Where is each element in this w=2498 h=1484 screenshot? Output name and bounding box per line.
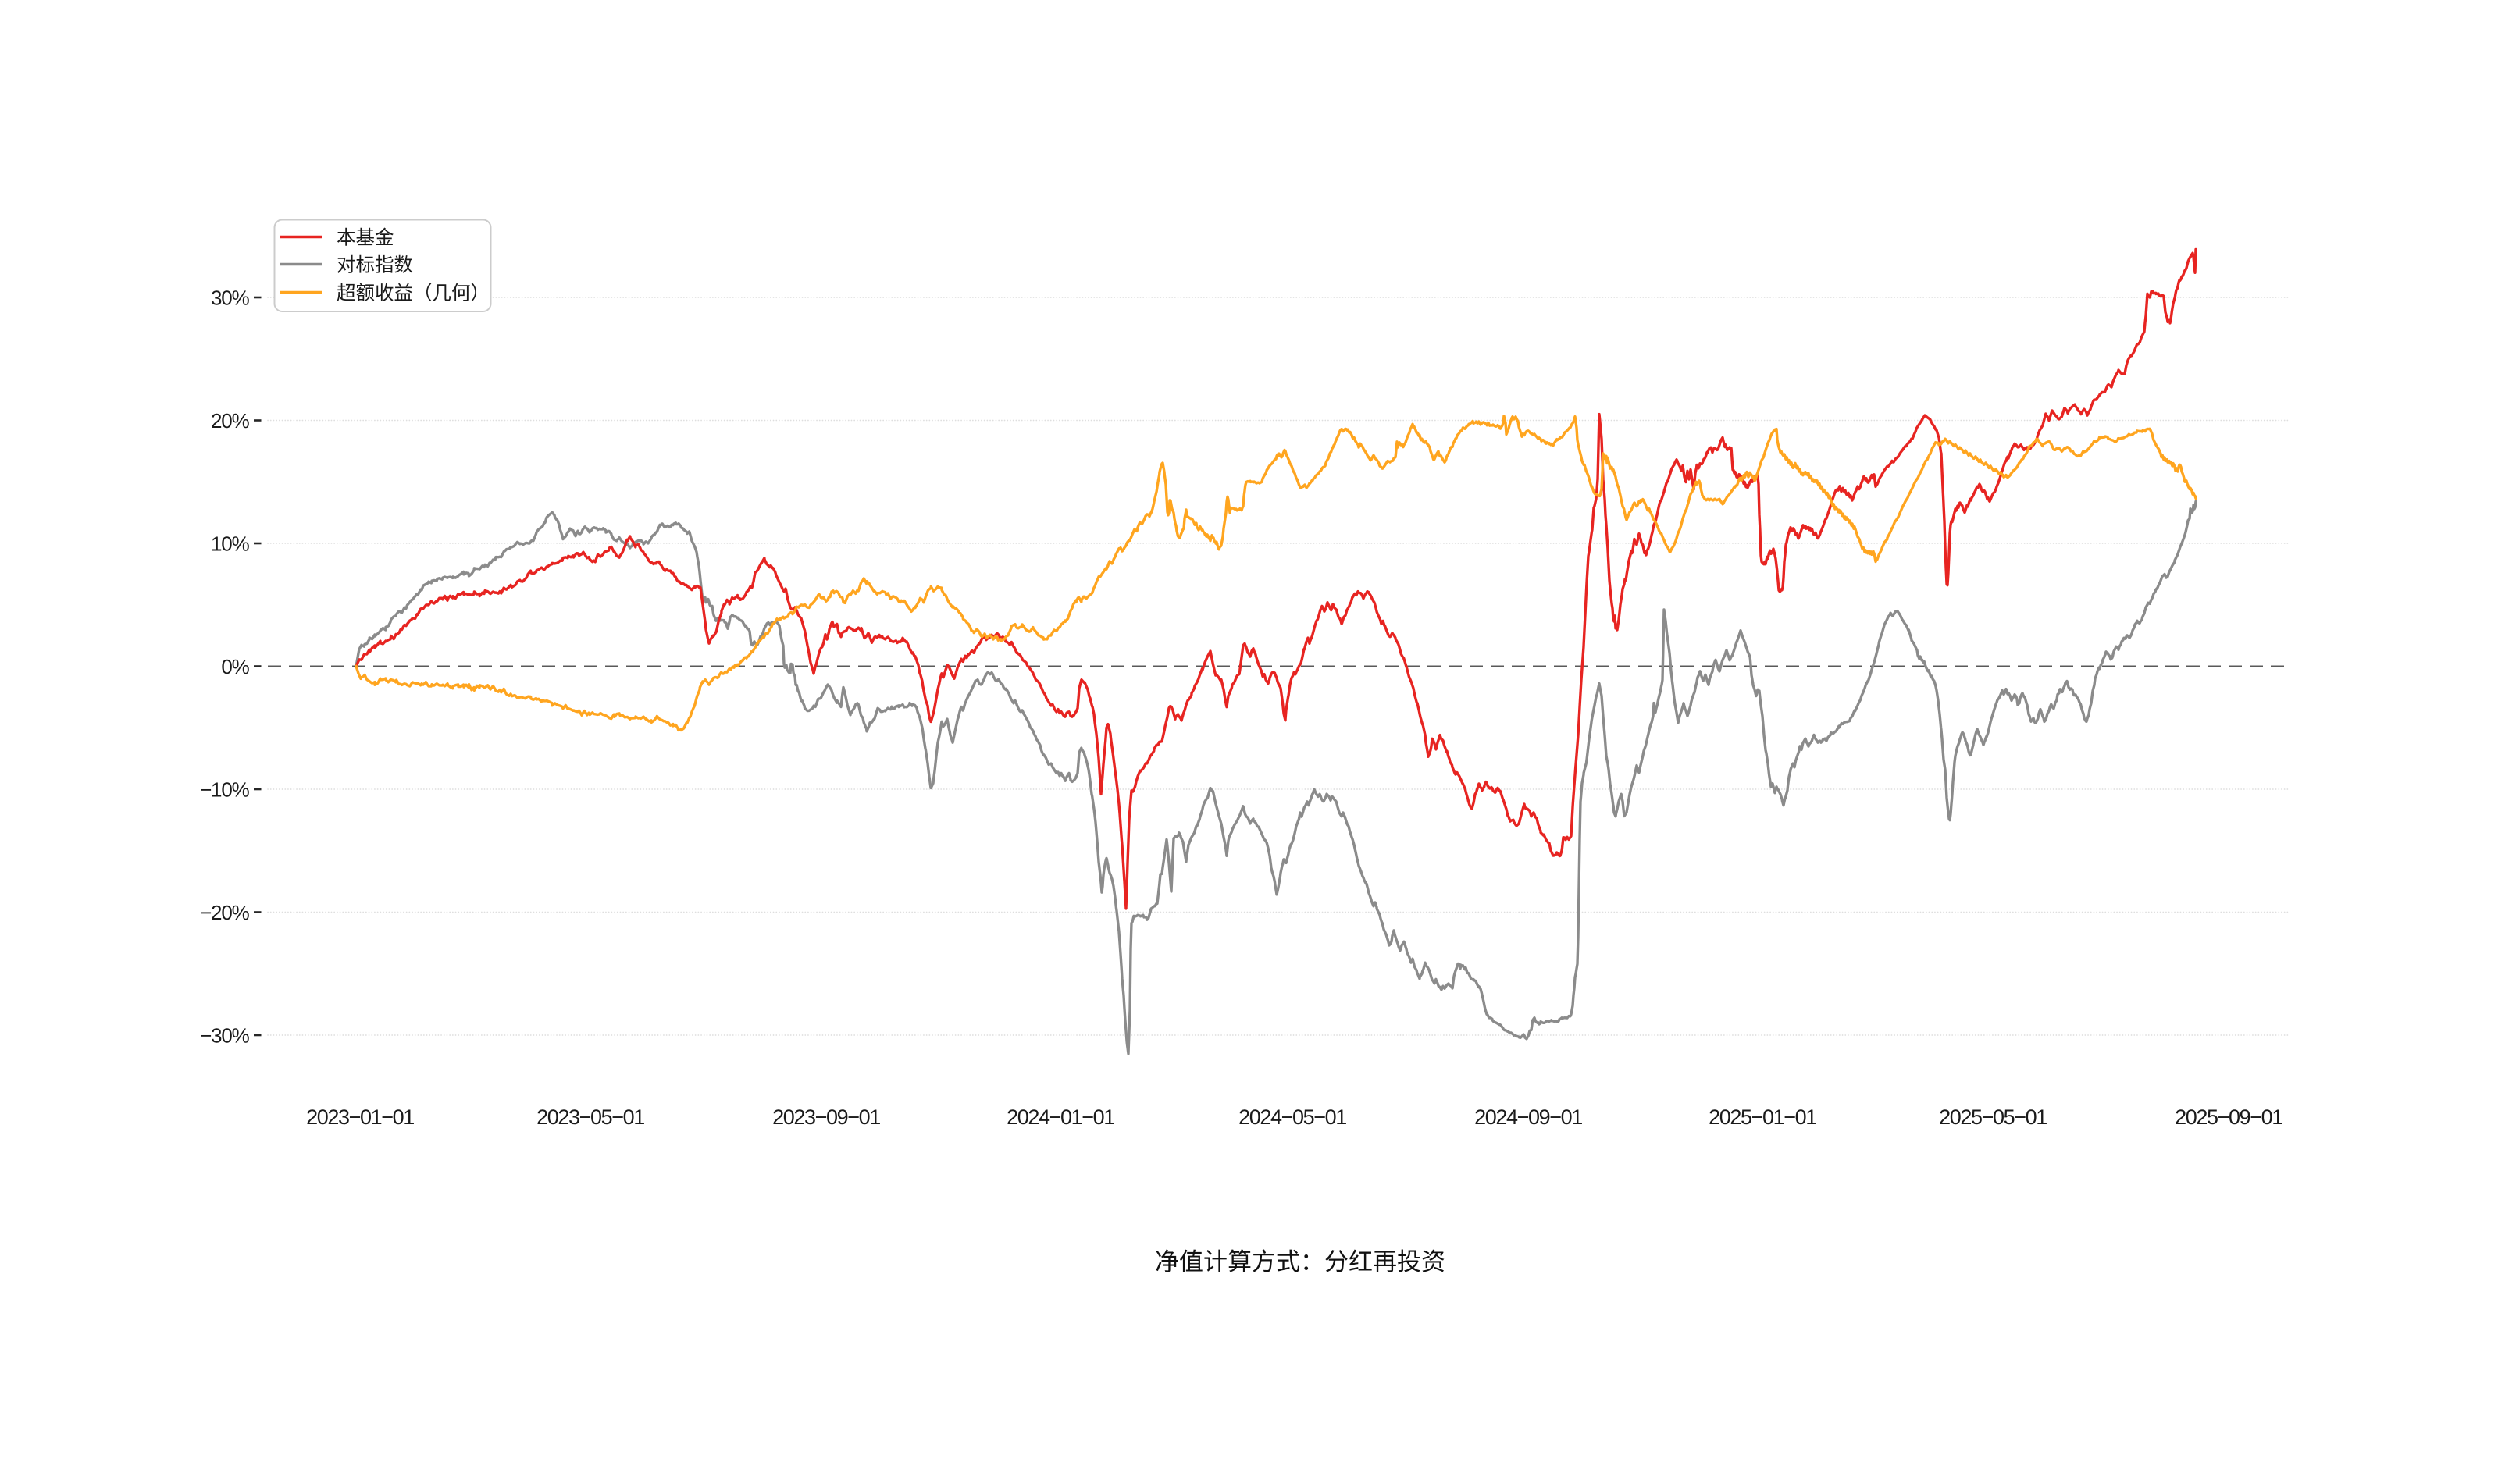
svg-text:净值计算方式：分红再投资: 净值计算方式：分红再投资 <box>1155 1248 1445 1276</box>
svg-text:2025−05−01: 2025−05−01 <box>1939 1105 2047 1129</box>
svg-text:对标指数: 对标指数 <box>337 254 413 276</box>
svg-text:0%: 0% <box>221 655 249 678</box>
svg-text:20%: 20% <box>211 409 250 432</box>
svg-text:2024−01−01: 2024−01−01 <box>1007 1105 1114 1129</box>
svg-text:本基金: 本基金 <box>337 227 394 249</box>
svg-text:−30%: −30% <box>200 1024 250 1048</box>
svg-text:−10%: −10% <box>200 778 250 802</box>
svg-text:2023−09−01: 2023−09−01 <box>772 1105 880 1129</box>
svg-text:超额收益（几何）: 超额收益（几何） <box>337 283 490 304</box>
svg-text:2023−01−01: 2023−01−01 <box>306 1105 414 1129</box>
svg-text:2024−09−01: 2024−09−01 <box>1474 1105 1582 1129</box>
svg-text:2023−05−01: 2023−05−01 <box>536 1105 644 1129</box>
svg-text:2025−09−01: 2025−09−01 <box>2175 1105 2282 1129</box>
svg-text:2024−05−01: 2024−05−01 <box>1238 1105 1346 1129</box>
svg-text:2025−01−01: 2025−01−01 <box>1709 1105 1816 1129</box>
svg-text:10%: 10% <box>211 532 250 556</box>
svg-text:30%: 30% <box>211 286 250 310</box>
svg-text:−20%: −20% <box>200 901 250 924</box>
